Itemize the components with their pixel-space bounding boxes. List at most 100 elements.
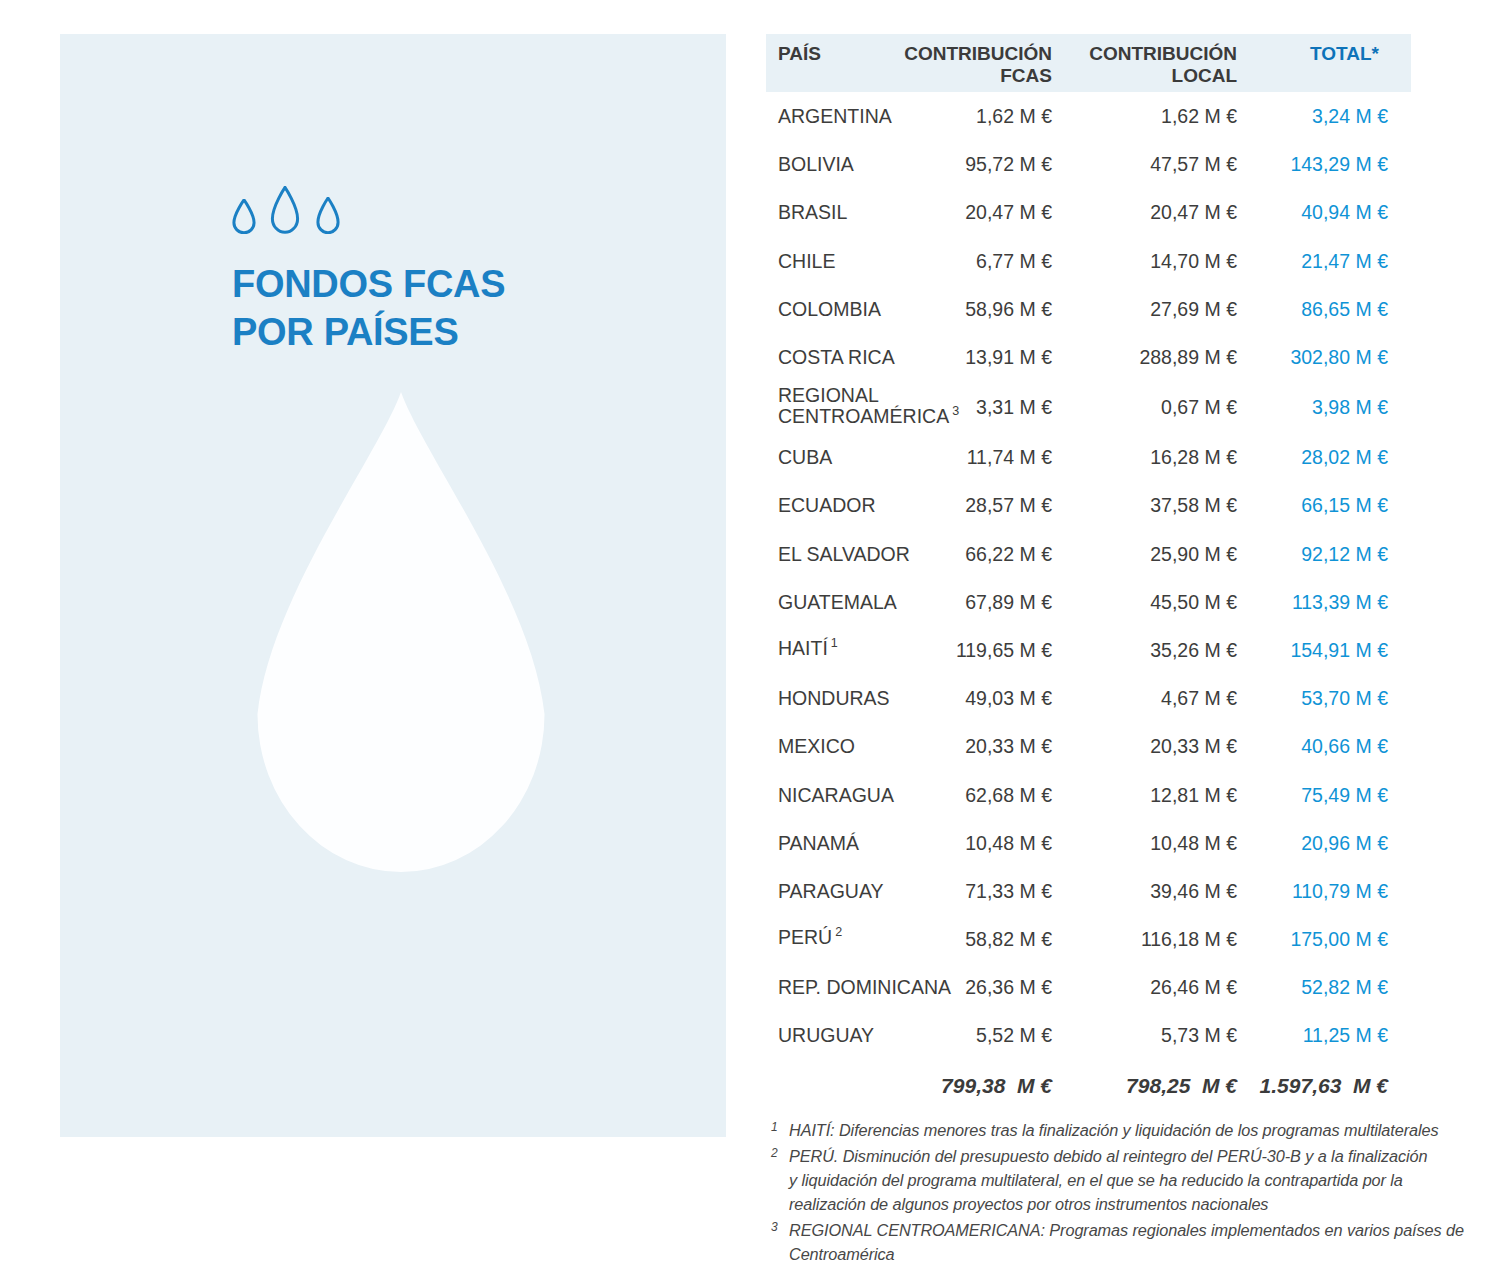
local-value: 25,90 M € bbox=[1150, 542, 1237, 565]
fcas-value: 28,57 M € bbox=[965, 494, 1052, 517]
fcas-value: 119,65 M € bbox=[956, 638, 1052, 661]
country-name: HONDURAS bbox=[778, 688, 890, 709]
table-row: HAITÍ1 119,65 M € 35,26 M € 154,91 M € bbox=[766, 626, 1411, 674]
total-value: 175,00 M € bbox=[1290, 928, 1388, 951]
footnotes: 1HAITÍ: Diferencias menores tras la fina… bbox=[766, 1118, 1500, 1267]
table-row: PERÚ2 58,82 M € 116,18 M € 175,00 M € bbox=[766, 915, 1411, 963]
local-value: 37,58 M € bbox=[1150, 494, 1237, 517]
table-row: COSTA RICA13,91 M €288,89 M €302,80 M € bbox=[766, 333, 1411, 381]
total-value: 53,70 M € bbox=[1301, 687, 1388, 710]
fcas-value: 13,91 M € bbox=[965, 346, 1052, 369]
total-value: 40,94 M € bbox=[1301, 201, 1388, 224]
total-value: 21,47 M € bbox=[1301, 249, 1388, 272]
total-value: 3,24 M € bbox=[1312, 105, 1388, 128]
total-value: 154,91 M € bbox=[1290, 638, 1388, 661]
fcas-value: 67,89 M € bbox=[965, 590, 1052, 613]
footnote: 3REGIONAL CENTROAMERICANA: Programas reg… bbox=[766, 1218, 1500, 1266]
fcas-value: 62,68 M € bbox=[965, 783, 1052, 806]
footnote-number: 1 bbox=[771, 1115, 778, 1139]
fcas-value: 66,22 M € bbox=[965, 542, 1052, 565]
total-value: 113,39 M € bbox=[1292, 590, 1388, 613]
table-row: CUBA11,74 M €16,28 M €28,02 M € bbox=[766, 433, 1411, 481]
fcas-value: 3,31 M € bbox=[976, 396, 1052, 419]
total-value: 66,15 M € bbox=[1301, 494, 1388, 517]
footnote-number: 2 bbox=[771, 1141, 778, 1165]
total-value: 92,12 M € bbox=[1301, 542, 1388, 565]
fcas-value: 58,96 M € bbox=[965, 297, 1052, 320]
page-title-line1: FONDOS FCAS bbox=[232, 260, 505, 308]
fcas-value: 58,82 M € bbox=[965, 928, 1052, 951]
drop-icon-small-right bbox=[316, 197, 340, 234]
local-value: 5,73 M € bbox=[1161, 1024, 1237, 1047]
country-name: HAITÍ1 bbox=[778, 638, 838, 662]
totals-local: 798,25 M € bbox=[1126, 1074, 1237, 1098]
fcas-value: 20,33 M € bbox=[965, 735, 1052, 758]
country-name: BOLIVIA bbox=[778, 154, 854, 175]
fcas-value: 26,36 M € bbox=[965, 976, 1052, 999]
total-value: 20,96 M € bbox=[1301, 831, 1388, 854]
country-name: EL SALVADOR bbox=[778, 543, 910, 564]
column-header-pais: PAÍS bbox=[778, 43, 821, 65]
country-name: ARGENTINA bbox=[778, 106, 892, 127]
fcas-value: 49,03 M € bbox=[965, 687, 1052, 710]
fcas-value: 10,48 M € bbox=[965, 831, 1052, 854]
total-value: 3,98 M € bbox=[1312, 396, 1388, 419]
page-title-line2: POR PAÍSES bbox=[232, 308, 505, 356]
column-header-contribucion-local: CONTRIBUCIÓN LOCAL bbox=[1089, 43, 1237, 87]
total-value: 75,49 M € bbox=[1301, 783, 1388, 806]
table-row: URUGUAY 5,52 M € 5,73 M € 11,25 M € bbox=[766, 1011, 1411, 1059]
local-value: 116,18 M € bbox=[1141, 928, 1237, 951]
country-name: REP. DOMINICANA bbox=[778, 977, 951, 998]
table-totals-row: 799,38 M €798,25 M €1.597,63 M € bbox=[766, 1060, 1411, 1112]
left-info-panel: FONDOS FCAS POR PAÍSES bbox=[60, 34, 726, 1137]
drop-icon-large-middle bbox=[270, 186, 300, 234]
local-value: 47,57 M € bbox=[1150, 153, 1237, 176]
total-value: 11,25 M € bbox=[1303, 1024, 1388, 1047]
table-row: HONDURAS 49,03 M € 4,67 M € 53,70 M € bbox=[766, 674, 1411, 722]
local-value: 0,67 M € bbox=[1161, 396, 1237, 419]
table-row: GUATEMALA 67,89 M € 45,50 M € 113,39 M € bbox=[766, 578, 1411, 626]
local-value: 1,62 M € bbox=[1161, 105, 1237, 128]
fcas-value: 6,77 M € bbox=[976, 249, 1052, 272]
fcas-value: 1,62 M € bbox=[976, 105, 1052, 128]
totals-fcas: 799,38 M € bbox=[941, 1074, 1052, 1098]
table-row: BOLIVIA95,72 M €47,57 M €143,29 M € bbox=[766, 140, 1411, 188]
country-name: PERÚ2 bbox=[778, 927, 842, 951]
country-name: CHILE bbox=[778, 250, 835, 271]
table-row: PARAGUAY71,33 M €39,46 M €110,79 M € bbox=[766, 867, 1411, 915]
country-name: COLOMBIA bbox=[778, 298, 881, 319]
total-value: 143,29 M € bbox=[1290, 153, 1388, 176]
country-name: PANAMÁ bbox=[778, 832, 859, 853]
column-header-contribucion-fcas: CONTRIBUCIÓN FCAS bbox=[904, 43, 1052, 87]
table-row: PANAMÁ10,48 M €10,48 M €20,96 M € bbox=[766, 819, 1411, 867]
total-value: 52,82 M € bbox=[1301, 976, 1388, 999]
drop-icon-small-left bbox=[232, 199, 256, 234]
footnote-ref: 3 bbox=[952, 404, 959, 418]
country-name: CUBA bbox=[778, 447, 832, 468]
local-value: 35,26 M € bbox=[1150, 638, 1237, 661]
local-value: 16,28 M € bbox=[1150, 446, 1237, 469]
local-value: 4,67 M € bbox=[1161, 687, 1237, 710]
table-row: MEXICO20,33 M €20,33 M €40,66 M € bbox=[766, 722, 1411, 770]
fcas-value: 20,47 M € bbox=[965, 201, 1052, 224]
footnote-number: 3 bbox=[771, 1215, 778, 1239]
footnote: 1HAITÍ: Diferencias menores tras la fina… bbox=[766, 1118, 1500, 1142]
fcas-value: 5,52 M € bbox=[976, 1024, 1052, 1047]
footnote-ref: 1 bbox=[831, 636, 838, 650]
country-name: ECUADOR bbox=[778, 495, 876, 516]
column-header-total: TOTAL* bbox=[1310, 43, 1379, 65]
table-row: EL SALVADOR 66,22 M € 25,90 M € 92,12 M € bbox=[766, 530, 1411, 578]
local-value: 12,81 M € bbox=[1150, 783, 1237, 806]
fcas-value: 71,33 M € bbox=[965, 879, 1052, 902]
table-row: REGIONALCENTROAMÉRICA33,31 M €0,67 M €3,… bbox=[766, 381, 1411, 433]
country-name: GUATEMALA bbox=[778, 591, 897, 612]
total-value: 302,80 M € bbox=[1290, 346, 1388, 369]
fcas-value: 11,74 M € bbox=[967, 446, 1052, 469]
big-water-drop-graphic bbox=[245, 392, 557, 872]
local-value: 20,47 M € bbox=[1150, 201, 1237, 224]
local-value: 45,50 M € bbox=[1150, 590, 1237, 613]
table-row: ARGENTINA 1,62 M € 1,62 M € 3,24 M € bbox=[766, 92, 1411, 140]
country-name: MEXICO bbox=[778, 736, 855, 757]
total-value: 110,79 M € bbox=[1292, 879, 1388, 902]
country-name: URUGUAY bbox=[778, 1025, 874, 1046]
